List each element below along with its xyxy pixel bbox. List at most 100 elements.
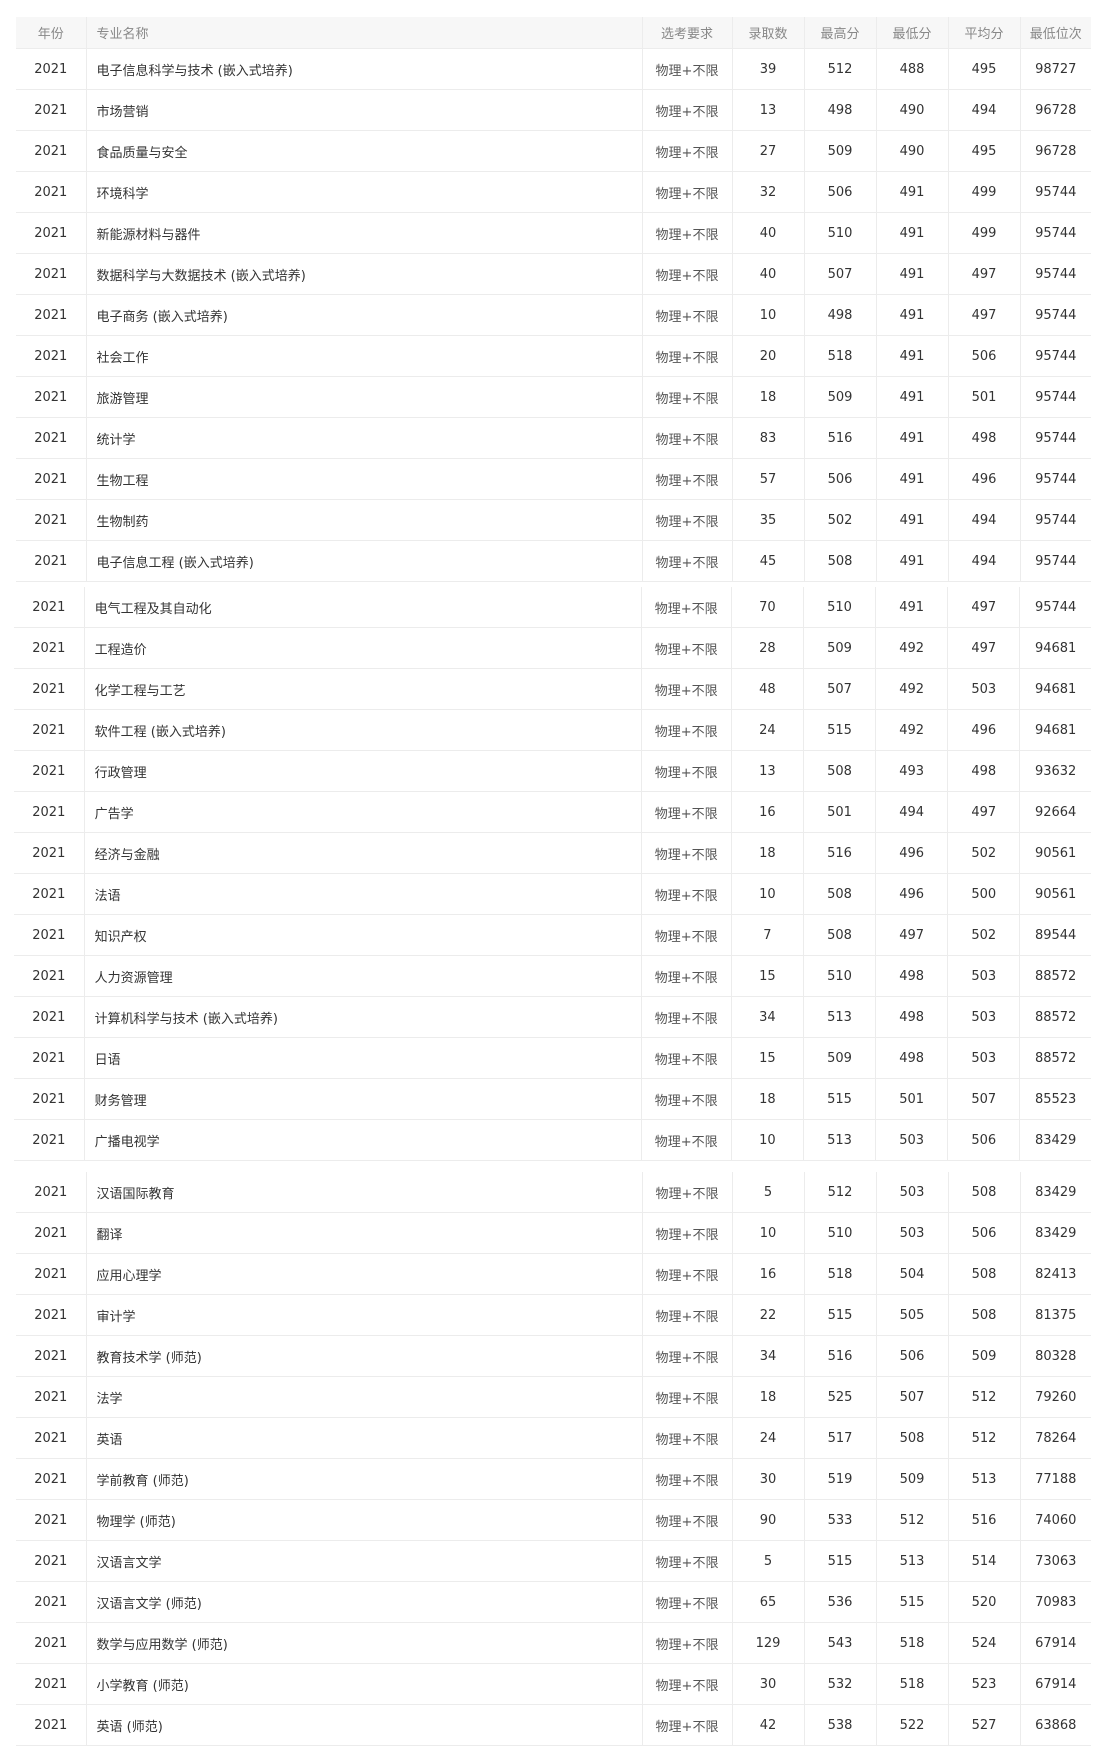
- cell-req: 物理+不限: [641, 955, 732, 997]
- cell-name: 软件工程 (嵌入式培养): [84, 709, 642, 751]
- cell-rank: 92664: [1019, 791, 1091, 833]
- table-row: 2021 审计学 物理+不限 22 515 505 508 81375: [16, 1294, 1091, 1336]
- cell-year: 2021: [14, 587, 85, 628]
- cell-min: 496: [875, 873, 949, 915]
- cell-name: 生物工程: [86, 458, 643, 500]
- cell-year: 2021: [16, 1253, 87, 1295]
- cell-req: 物理+不限: [642, 130, 733, 172]
- cell-count: 57: [732, 458, 805, 500]
- cell-max: 515: [804, 1540, 877, 1582]
- cell-rank: 79260: [1020, 1376, 1091, 1418]
- table-row: 2021 财务管理 物理+不限 18 515 501 507 85523: [14, 1078, 1091, 1120]
- table-row: 2021 广告学 物理+不限 16 501 494 497 92664: [14, 791, 1091, 833]
- cell-name: 市场营销: [86, 89, 643, 131]
- cell-name: 食品质量与安全: [86, 130, 643, 172]
- cell-avg: 520: [948, 1581, 1021, 1623]
- cell-req: 物理+不限: [641, 1037, 732, 1079]
- cell-year: 2021: [16, 1417, 87, 1459]
- table-row: 2021 工程造价 物理+不限 28 509 492 497 94681: [14, 627, 1091, 669]
- column-header-year[interactable]: 年份: [16, 17, 87, 49]
- cell-req: 物理+不限: [642, 1172, 733, 1213]
- cell-max: 502: [804, 499, 877, 541]
- table-row: 2021 知识产权 物理+不限 7 508 497 502 89544: [14, 914, 1091, 956]
- cell-name: 生物制药: [86, 499, 643, 541]
- column-header-req[interactable]: 选考要求: [642, 17, 733, 49]
- cell-year: 2021: [16, 1663, 87, 1705]
- cell-max: 509: [803, 1037, 877, 1079]
- cell-req: 物理+不限: [641, 750, 732, 792]
- cell-req: 物理+不限: [642, 458, 733, 500]
- cell-year: 2021: [14, 914, 85, 956]
- table-row: 2021 翻译 物理+不限 10 510 503 506 83429: [16, 1212, 1091, 1254]
- cell-year: 2021: [14, 668, 85, 710]
- cell-rank: 70983: [1020, 1581, 1091, 1623]
- cell-count: 15: [731, 1037, 804, 1079]
- cell-avg: 503: [947, 668, 1021, 710]
- cell-avg: 494: [948, 540, 1021, 582]
- table-row: 2021 行政管理 物理+不限 13 508 493 498 93632: [14, 750, 1091, 792]
- cell-avg: 506: [947, 1119, 1021, 1161]
- cell-rank: 81375: [1020, 1294, 1091, 1336]
- cell-min: 491: [876, 335, 949, 377]
- cell-name: 旅游管理: [86, 376, 643, 418]
- cell-name: 日语: [84, 1037, 642, 1079]
- cell-year: 2021: [16, 1212, 87, 1254]
- cell-name: 新能源材料与器件: [86, 212, 643, 254]
- cell-year: 2021: [14, 996, 85, 1038]
- cell-min: 518: [876, 1663, 949, 1705]
- cell-avg: 508: [948, 1172, 1021, 1213]
- cell-req: 物理+不限: [642, 1212, 733, 1254]
- column-header-rank[interactable]: 最低位次: [1020, 17, 1091, 49]
- cell-min: 503: [876, 1212, 949, 1254]
- cell-name: 电子信息工程 (嵌入式培养): [86, 540, 643, 582]
- cell-rank: 90561: [1019, 873, 1091, 915]
- column-header-count[interactable]: 录取数: [732, 17, 805, 49]
- cell-avg: 497: [948, 294, 1021, 336]
- cell-min: 508: [876, 1417, 949, 1459]
- cell-name: 汉语言文学 (师范): [86, 1581, 643, 1623]
- table-row: 2021 数学与应用数学 (师范) 物理+不限 129 543 518 524 67914: [16, 1622, 1091, 1664]
- cell-max: 543: [804, 1622, 877, 1664]
- cell-req: 物理+不限: [641, 668, 732, 710]
- cell-min: 512: [876, 1499, 949, 1541]
- table-row: 2021 电子信息工程 (嵌入式培养) 物理+不限 45 508 491 494 95744: [16, 540, 1091, 582]
- cell-req: 物理+不限: [642, 294, 733, 336]
- cell-rank: 85523: [1019, 1078, 1091, 1120]
- cell-avg: 499: [948, 171, 1021, 213]
- cell-min: 504: [876, 1253, 949, 1295]
- cell-name: 物理学 (师范): [86, 1499, 643, 1541]
- admission-table-part-2: 2021 电气工程及其自动化 物理+不限 70 510 491 497 95744 2021 工程…: [14, 587, 1091, 1161]
- column-header-max[interactable]: 最高分: [804, 17, 877, 49]
- cell-year: 2021: [16, 540, 87, 582]
- admission-table-part-3: 2021 汉语国际教育 物理+不限 5 512 503 508 83429 2021 翻译 物理+不…: [16, 1172, 1091, 1746]
- cell-count: 40: [732, 212, 805, 254]
- cell-year: 2021: [16, 89, 87, 131]
- table-row: 2021 英语 (师范) 物理+不限 42 538 522 527 63868: [16, 1704, 1091, 1746]
- cell-count: 45: [732, 540, 805, 582]
- cell-req: 物理+不限: [641, 1078, 732, 1120]
- cell-min: 503: [875, 1119, 949, 1161]
- cell-year: 2021: [16, 417, 87, 459]
- cell-max: 510: [803, 587, 877, 628]
- cell-max: 507: [804, 253, 877, 295]
- cell-name: 英语: [86, 1417, 643, 1459]
- cell-min: 522: [876, 1704, 949, 1746]
- cell-avg: 508: [948, 1253, 1021, 1295]
- column-header-name[interactable]: 专业名称: [86, 17, 643, 49]
- cell-year: 2021: [16, 1704, 87, 1746]
- table-row: 2021 小学教育 (师范) 物理+不限 30 532 518 523 67914: [16, 1663, 1091, 1705]
- column-header-avg[interactable]: 平均分: [948, 17, 1021, 49]
- cell-max: 510: [804, 212, 877, 254]
- cell-req: 物理+不限: [641, 873, 732, 915]
- cell-avg: 514: [948, 1540, 1021, 1582]
- cell-avg: 527: [948, 1704, 1021, 1746]
- cell-avg: 506: [948, 335, 1021, 377]
- cell-req: 物理+不限: [641, 832, 732, 874]
- column-header-min[interactable]: 最低分: [876, 17, 949, 49]
- cell-count: 24: [731, 709, 804, 751]
- cell-min: 491: [875, 587, 949, 628]
- cell-req: 物理+不限: [641, 627, 732, 669]
- cell-max: 509: [804, 130, 877, 172]
- cell-year: 2021: [16, 1376, 87, 1418]
- cell-name: 电子信息科学与技术 (嵌入式培养): [86, 48, 643, 90]
